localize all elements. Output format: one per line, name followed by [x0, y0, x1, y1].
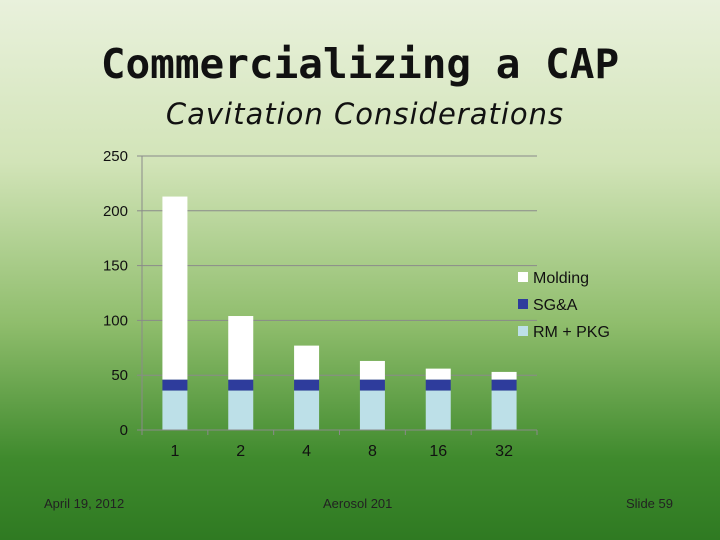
legend-swatch-rm-pkg	[518, 326, 528, 336]
y-tick-label: 50	[111, 367, 128, 384]
bar-molding	[162, 196, 188, 380]
bar-rm-pkg	[228, 390, 254, 430]
y-tick-label: 200	[103, 203, 128, 220]
bar-molding	[491, 371, 517, 380]
legend-label: RM + PKG	[533, 324, 610, 341]
bar-rm-pkg	[162, 390, 188, 430]
bar-sg-a	[359, 379, 385, 391]
footer-slide-number: Slide 59	[626, 496, 673, 511]
y-tick-label: 0	[120, 422, 128, 439]
bar-sg-a	[162, 379, 188, 391]
bar-rm-pkg	[425, 390, 451, 430]
bar-sg-a	[294, 379, 320, 391]
y-tick-label: 250	[103, 148, 128, 165]
x-tick-label: 16	[429, 443, 447, 460]
bar-sg-a	[425, 379, 451, 391]
bar-sg-a	[228, 379, 254, 391]
bar-rm-pkg	[491, 390, 517, 430]
legend-swatch-molding	[518, 272, 528, 282]
bar-molding	[228, 316, 254, 380]
x-tick-label: 32	[495, 443, 513, 460]
legend-swatch-sg-a	[518, 299, 528, 309]
bar-molding	[425, 368, 451, 380]
x-tick-label: 1	[170, 443, 179, 460]
y-tick-label: 100	[103, 312, 128, 329]
footer-course: Aerosol 201	[323, 496, 393, 511]
bar-sg-a	[491, 379, 517, 391]
bar-rm-pkg	[294, 390, 320, 430]
slide-title: Commercializing a CAP	[100, 40, 620, 88]
x-tick-label: 8	[368, 443, 377, 460]
bar-molding	[294, 345, 320, 380]
y-tick-label: 150	[103, 258, 128, 275]
x-tick-label: 2	[236, 443, 245, 460]
slide-subtitle: Cavitation Considerations	[165, 97, 565, 131]
legend-label: Molding	[533, 270, 589, 287]
x-tick-label: 4	[302, 443, 311, 460]
bar-molding	[359, 360, 385, 380]
legend-label: SG&A	[533, 297, 578, 314]
footer-date: April 19, 2012	[44, 496, 125, 511]
bar-rm-pkg	[359, 390, 385, 430]
